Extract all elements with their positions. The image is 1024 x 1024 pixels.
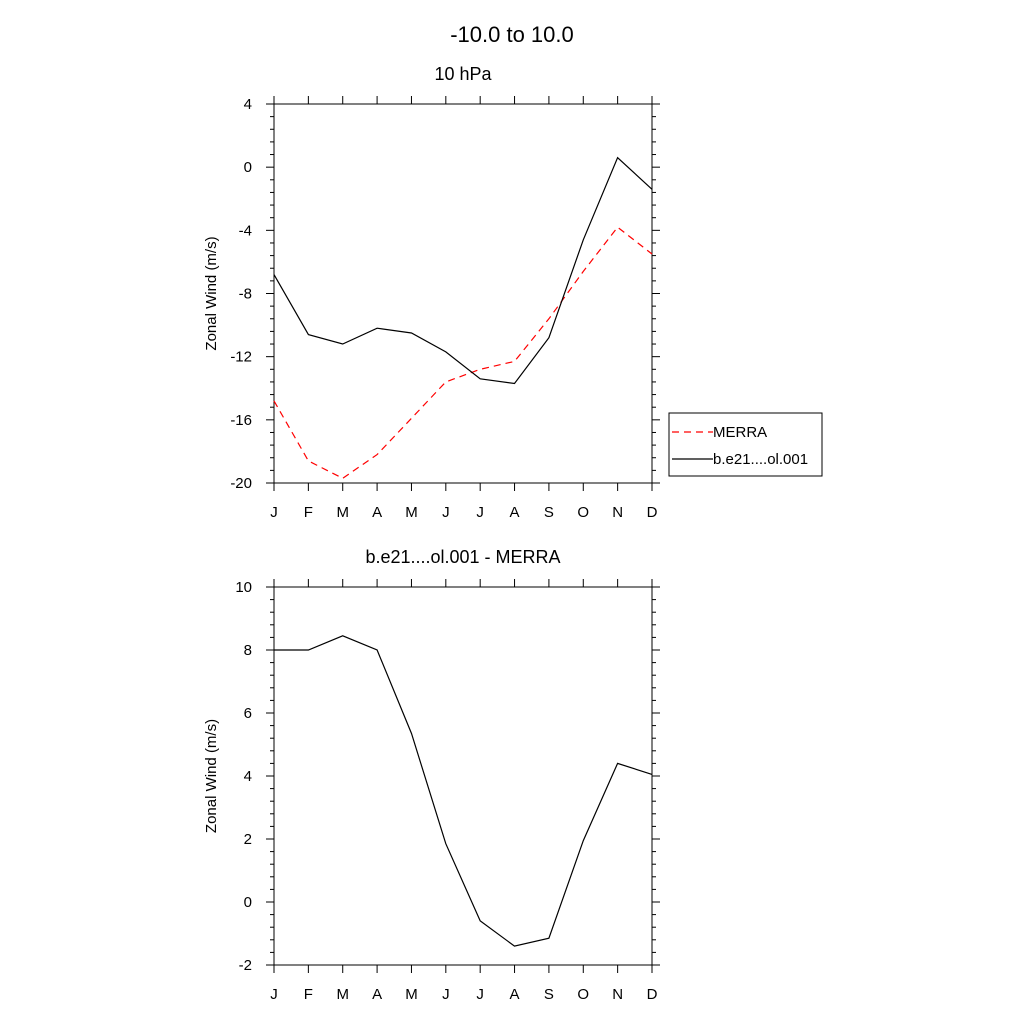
legend-box xyxy=(668,412,823,477)
x-tick-label: M xyxy=(405,504,418,521)
legend-label-1: MERRA xyxy=(713,424,767,441)
y-tick-label: -8 xyxy=(239,286,252,303)
x-tick-label: M xyxy=(405,986,418,1003)
x-tick-label: A xyxy=(510,504,520,521)
y-tick-label: 4 xyxy=(244,96,252,113)
x-tick-label: S xyxy=(544,986,554,1003)
y-axis-label: Zonal Wind (m/s) xyxy=(203,236,220,350)
x-tick-label: A xyxy=(510,986,520,1003)
y-tick-label: -12 xyxy=(230,349,252,366)
x-tick-label: M xyxy=(336,986,349,1003)
x-tick-label: F xyxy=(304,986,313,1003)
y-tick-label: -16 xyxy=(230,412,252,429)
x-tick-label: J xyxy=(270,504,278,521)
y-tick-label: 6 xyxy=(244,705,252,722)
x-tick-label: D xyxy=(647,504,658,521)
y-tick-label: 4 xyxy=(244,768,252,785)
y-tick-label: -2 xyxy=(239,957,252,974)
series-line-1 xyxy=(274,635,653,947)
x-tick-label: S xyxy=(544,504,554,521)
chart-panel-2: b.e21....ol.001 - MERRA J F M A M J J A S O N D -2 0 2 4… xyxy=(203,547,660,1003)
y-tick-label: 0 xyxy=(244,894,252,911)
x-tick-label: J xyxy=(476,504,484,521)
plot-frame xyxy=(273,586,653,966)
x-tick-label: J xyxy=(442,986,450,1003)
y-axis-label: Zonal Wind (m/s) xyxy=(203,719,220,833)
x-tick-label: M xyxy=(336,504,349,521)
y-tick-label: 2 xyxy=(244,831,252,848)
x-tick-label: D xyxy=(647,986,658,1003)
x-tick-label: A xyxy=(372,986,382,1003)
x-tick-label: J xyxy=(442,504,450,521)
x-tick-label: J xyxy=(270,986,278,1003)
y-tick-label: 0 xyxy=(244,159,252,176)
x-tick-label: A xyxy=(372,504,382,521)
x-tick-label: J xyxy=(476,986,484,1003)
x-tick-label: O xyxy=(577,504,589,521)
chart-title: b.e21....ol.001 - MERRA xyxy=(365,547,560,567)
x-tick-label: O xyxy=(577,986,589,1003)
series-line-1 xyxy=(273,226,653,479)
series-line-2 xyxy=(273,156,653,385)
x-tick-label: N xyxy=(612,986,623,1003)
y-tick-label: 10 xyxy=(235,579,252,596)
x-tick-label: N xyxy=(612,504,623,521)
y-tick-label: 8 xyxy=(244,642,252,659)
x-tick-label: F xyxy=(304,504,313,521)
legend-label-2: b.e21....ol.001 xyxy=(713,451,808,468)
chart-title: 10 hPa xyxy=(434,64,492,84)
y-tick-label: -4 xyxy=(239,222,252,239)
plot-frame xyxy=(273,103,653,484)
y-tick-label: -20 xyxy=(230,475,252,492)
legend: MERRA b.e21....ol.001 xyxy=(668,412,823,477)
figure-title: -10.0 to 10.0 xyxy=(450,22,574,47)
chart-panel-1: 10 hPa J F M A M J J A S O N D -20 -16 -12 -8 -4 0 4 Zonal W… xyxy=(203,64,823,521)
